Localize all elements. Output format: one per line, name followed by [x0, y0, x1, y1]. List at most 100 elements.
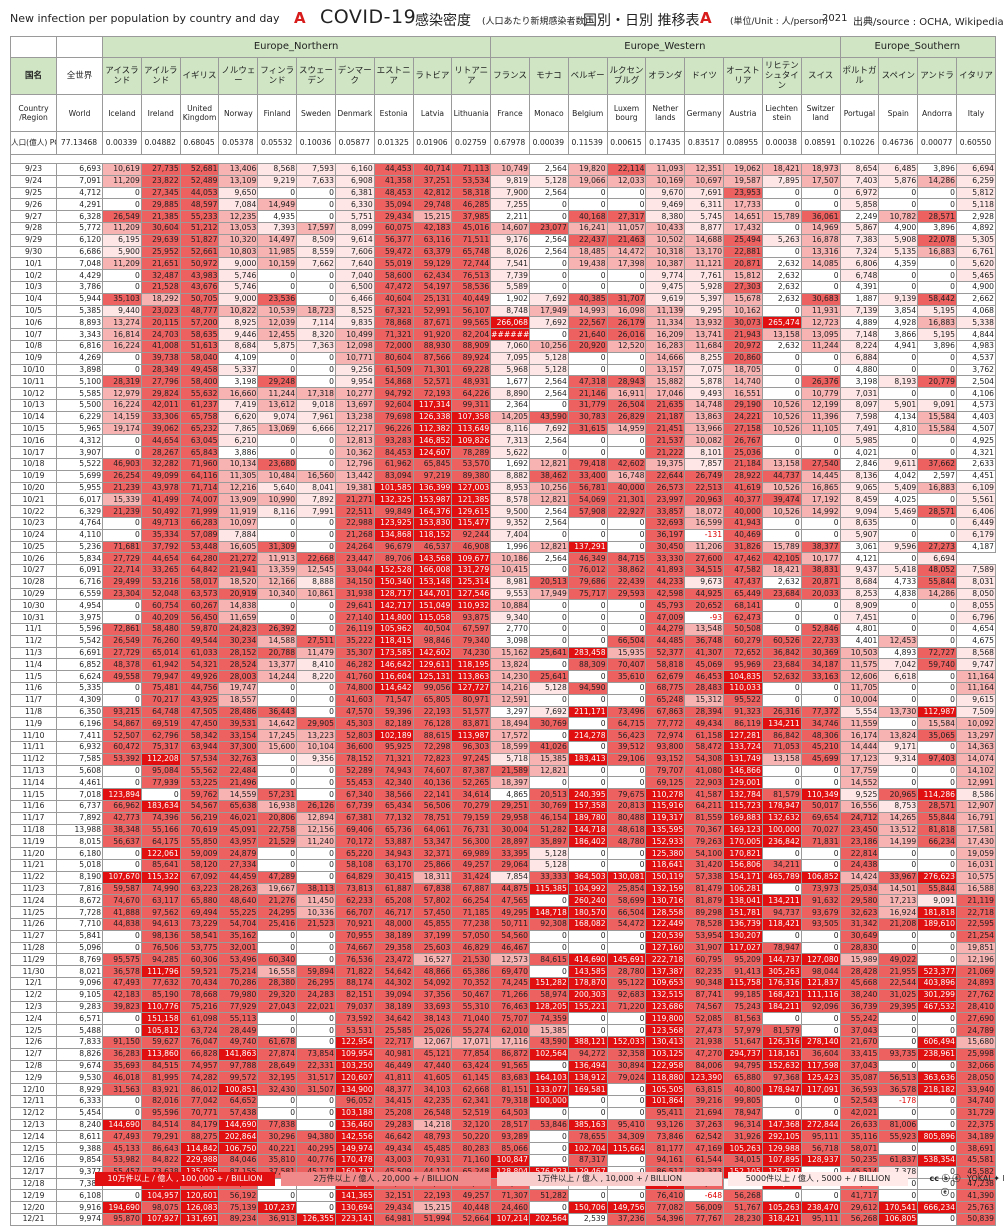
value-cell: 5,907: [839, 528, 880, 542]
value-cell: 70,367: [684, 823, 725, 837]
value-cell: 95,209: [723, 953, 763, 967]
table-row: 11/29 8,769 95,575 94,285 60,306 53,496 60,340…: [9, 953, 997, 967]
value-cell: 30,683: [800, 292, 841, 306]
value-cell: 0: [878, 351, 919, 365]
value-cell: 8,116: [490, 422, 530, 436]
value-cell: 13,359: [257, 564, 298, 577]
date-cell: 10/19: [9, 469, 58, 483]
value-cell: 52,377: [645, 646, 686, 660]
value-cell: 69,989: [451, 847, 492, 861]
value-cell: 0: [761, 245, 802, 259]
value-cell: 0: [800, 351, 841, 365]
value-cell: 30,415: [373, 870, 414, 884]
value-cell: 238,470: [800, 1201, 841, 1214]
value-cell: 89,380: [451, 469, 492, 483]
value-cell: 41,760: [334, 670, 375, 684]
date-cell: 11/17: [9, 811, 58, 825]
spacer-row: [10, 154, 996, 164]
value-cell: 20,813: [606, 800, 647, 813]
value-cell: 3,854: [878, 304, 919, 318]
value-cell: 41,499: [140, 493, 181, 507]
value-cell: 5,100: [56, 375, 104, 389]
value-cell: 82,151: [334, 988, 375, 1002]
value-cell: 74,957: [179, 1059, 220, 1073]
value-cell: 40,385: [567, 292, 608, 306]
value-cell: 53,347: [412, 835, 453, 849]
value-cell: 0: [257, 516, 298, 530]
date-cell: 9/29: [9, 233, 58, 247]
value-cell: 126,083: [179, 1201, 220, 1214]
value-cell: 0: [800, 693, 841, 707]
value-cell: 94,161: [645, 1153, 686, 1167]
value-cell: 0: [528, 269, 569, 282]
value-cell: 8,041: [296, 481, 336, 495]
value-cell: 36,283: [102, 1047, 142, 1061]
population-value: 0.83517: [684, 131, 725, 155]
country-en: Estonia: [373, 94, 414, 132]
value-cell: 0: [528, 1130, 569, 1144]
value-cell: 15,584: [917, 410, 957, 424]
value-cell: 0: [296, 528, 336, 542]
value-cell: 45,699: [800, 752, 841, 766]
country-jp: フィンランド: [257, 57, 298, 95]
value-cell: 16,660: [218, 387, 259, 400]
value-cell: 9,835: [334, 316, 375, 330]
value-cell: 0: [102, 847, 142, 861]
value-cell: 56,450: [179, 611, 220, 625]
value-cell: 0: [102, 198, 142, 212]
value-cell: 50,839: [955, 1212, 997, 1226]
value-cell: 40,209: [140, 611, 181, 625]
table-row: 10/1 7,048 11,209 21,651 50,972 9,000 10,159 7,…: [9, 257, 997, 271]
value-cell: 0: [567, 847, 608, 861]
country-en: Portugal: [839, 94, 880, 132]
value-cell: 10,779: [800, 387, 841, 400]
value-cell: 52,085: [684, 1012, 725, 1026]
value-cell: 5,135: [878, 245, 919, 259]
value-cell: 11,705: [839, 682, 880, 695]
value-cell: 0: [917, 1024, 957, 1037]
value-cell: 72,861: [102, 623, 142, 636]
value-cell: 2,846: [839, 457, 880, 471]
value-cell: 24,221: [723, 410, 763, 424]
value-cell: 0: [878, 552, 919, 566]
table-row: 12/10 8,929 31,563 83,921 86,012 100,851 32,43…: [9, 1083, 997, 1096]
value-cell: 52,265: [451, 776, 492, 790]
table-row: 12/20 9,916 194,690 98,075 126,083 75,139 107,…: [9, 1201, 997, 1214]
value-cell: 0: [296, 859, 336, 872]
value-cell: 26,179: [606, 316, 647, 330]
value-cell: 26,119: [334, 623, 375, 636]
value-cell: 523,377: [917, 965, 957, 978]
value-cell: 10,697: [684, 174, 725, 188]
value-cell: 0: [102, 1024, 142, 1037]
value-cell: 22,988: [334, 516, 375, 530]
value-cell: 109,954: [334, 1047, 375, 1061]
date-cell: 11/30: [9, 965, 58, 978]
value-cell: 7,892: [56, 811, 104, 825]
value-cell: 8,953: [490, 481, 530, 495]
value-cell: 68,775: [645, 682, 686, 695]
population-value: 0.08591: [800, 131, 841, 155]
value-cell: 0: [528, 210, 569, 223]
value-cell: 98,136: [140, 929, 181, 943]
date-cell: 9/30: [9, 245, 58, 259]
value-cell: 7,991: [296, 505, 336, 518]
value-cell: 93,152: [645, 752, 686, 766]
value-cell: 170,821: [723, 847, 763, 861]
date-cell: 11/27: [9, 929, 58, 943]
value-cell: 154,171: [723, 870, 763, 884]
value-cell: 12,796: [334, 457, 375, 471]
value-cell: 102,564: [528, 1047, 569, 1061]
value-cell: 35,162: [218, 929, 259, 943]
value-cell: 0: [878, 611, 919, 625]
value-cell: 0: [878, 1142, 919, 1155]
value-cell: 71,040: [451, 1012, 492, 1026]
value-cell: 65,434: [373, 800, 414, 813]
value-cell: 151,282: [528, 976, 569, 990]
value-cell: 38,691: [955, 1142, 997, 1155]
value-cell: 10,256: [528, 481, 569, 495]
value-cell: 31,826: [723, 540, 763, 554]
value-cell: 0: [800, 611, 841, 625]
value-cell: 4,865: [490, 788, 530, 802]
value-cell: 88,309: [567, 658, 608, 672]
value-cell: 30,604: [140, 221, 181, 235]
